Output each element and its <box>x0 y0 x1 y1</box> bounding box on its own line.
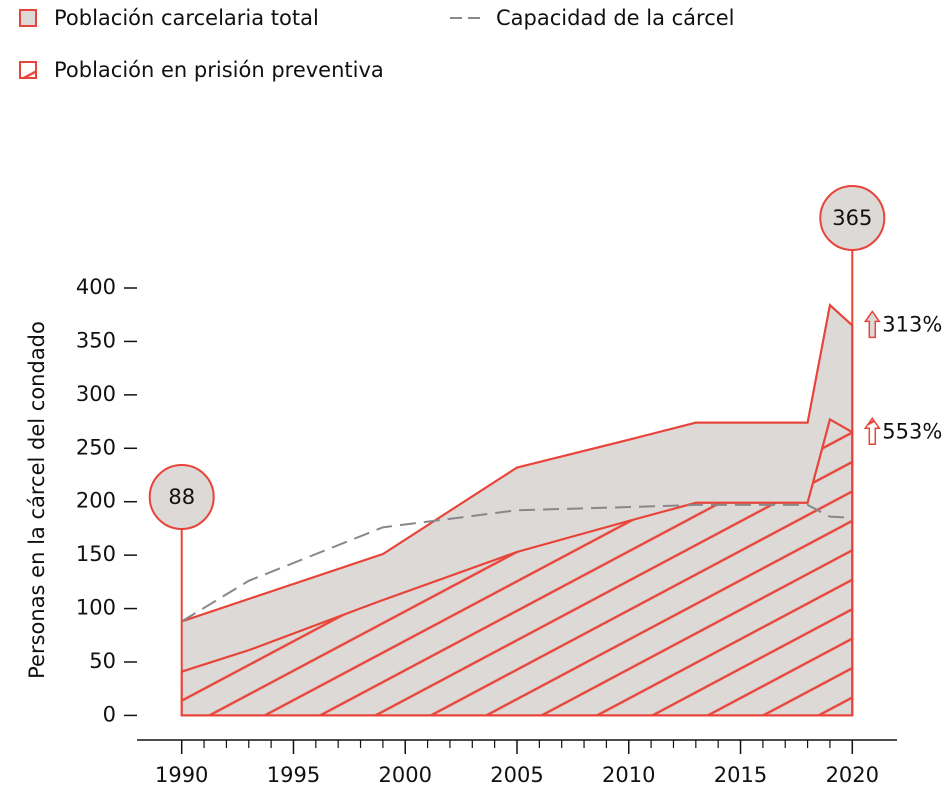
y-tick-label: 300 <box>76 382 116 406</box>
legend-label: Población carcelaria total <box>54 6 319 30</box>
legend-swatch <box>19 9 37 27</box>
legend-swatch <box>19 61 37 79</box>
y-tick-label: 350 <box>76 328 116 352</box>
y-axis-label: Personas en la cárcel del condado <box>25 321 49 679</box>
annotation: 313% <box>882 312 942 336</box>
callout-label: 88 <box>168 485 195 509</box>
x-tick-label: 1995 <box>267 763 320 787</box>
callout-circle <box>819 185 886 251</box>
x-tick-label: 1990 <box>155 763 208 787</box>
up-arrow <box>863 310 881 339</box>
x-tick-label: 2000 <box>379 763 432 787</box>
annotation: 553% <box>882 419 942 443</box>
y-tick-label: 400 <box>76 275 116 299</box>
y-tick-label: 0 <box>103 702 116 726</box>
legend-label: Capacidad de la cárcel <box>496 6 735 30</box>
up-arrow <box>863 416 881 446</box>
y-tick-label: 250 <box>76 435 116 459</box>
callout-label: 365 <box>832 206 872 230</box>
series-line <box>181 303 853 623</box>
x-tick-label: 2010 <box>602 763 655 787</box>
callout-circle <box>148 464 215 530</box>
x-tick-label: 2020 <box>826 763 879 787</box>
y-tick-label: 150 <box>76 542 116 566</box>
legend-label: Población en prisión preventiva <box>54 58 384 82</box>
x-tick-label: 2005 <box>490 763 543 787</box>
y-tick-label: 200 <box>76 489 116 513</box>
series-line <box>181 417 853 673</box>
y-tick-label: 50 <box>89 649 116 673</box>
x-tick-label: 2015 <box>714 763 767 787</box>
y-tick-label: 100 <box>76 596 116 620</box>
series-line <box>181 503 853 623</box>
